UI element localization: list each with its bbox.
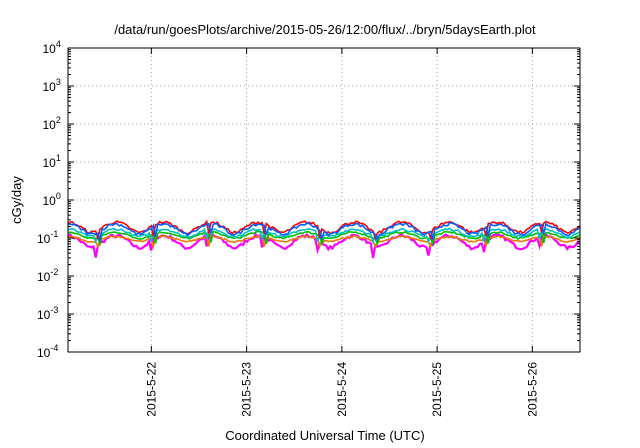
x-tick-label: 2015-5-22 bbox=[144, 362, 158, 417]
series-line bbox=[67, 227, 581, 245]
x-tick-label: 2015-5-26 bbox=[525, 362, 539, 417]
x-tick-label: 2015-5-25 bbox=[430, 362, 444, 417]
series-line bbox=[67, 234, 581, 250]
chart-title: /data/run/goesPlots/archive/2015-05-26/1… bbox=[114, 22, 536, 37]
x-tick-label: 2015-5-24 bbox=[335, 362, 349, 417]
series-line bbox=[67, 221, 581, 243]
grid bbox=[68, 48, 580, 352]
series-line bbox=[67, 219, 581, 241]
y-tick-label: 10-2 bbox=[37, 267, 58, 284]
y-tick-label: 104 bbox=[43, 39, 61, 56]
series-line bbox=[67, 232, 581, 259]
y-tick-label: 103 bbox=[43, 77, 61, 94]
x-tick-label: 2015-5-23 bbox=[240, 362, 254, 417]
y-axis: 10-4 10-3 10-2 10-1 100 101 102 103 104 bbox=[37, 39, 580, 360]
y-tick-label: 102 bbox=[43, 115, 61, 132]
x-axis-label: Coordinated Universal Time (UTC) bbox=[225, 428, 424, 443]
series-layer bbox=[67, 219, 581, 259]
y-tick-label: 101 bbox=[43, 153, 61, 170]
y-axis-label: cGy/day bbox=[9, 176, 24, 224]
x-axis: 2015-5-22 2015-5-23 2015-5-24 2015-5-25 2015… bbox=[144, 48, 539, 417]
y-tick-label: 10-3 bbox=[37, 305, 58, 322]
y-tick-label: 10-1 bbox=[37, 229, 58, 246]
y-tick-label: 10-4 bbox=[37, 343, 58, 360]
y-tick-label: 100 bbox=[43, 191, 61, 208]
